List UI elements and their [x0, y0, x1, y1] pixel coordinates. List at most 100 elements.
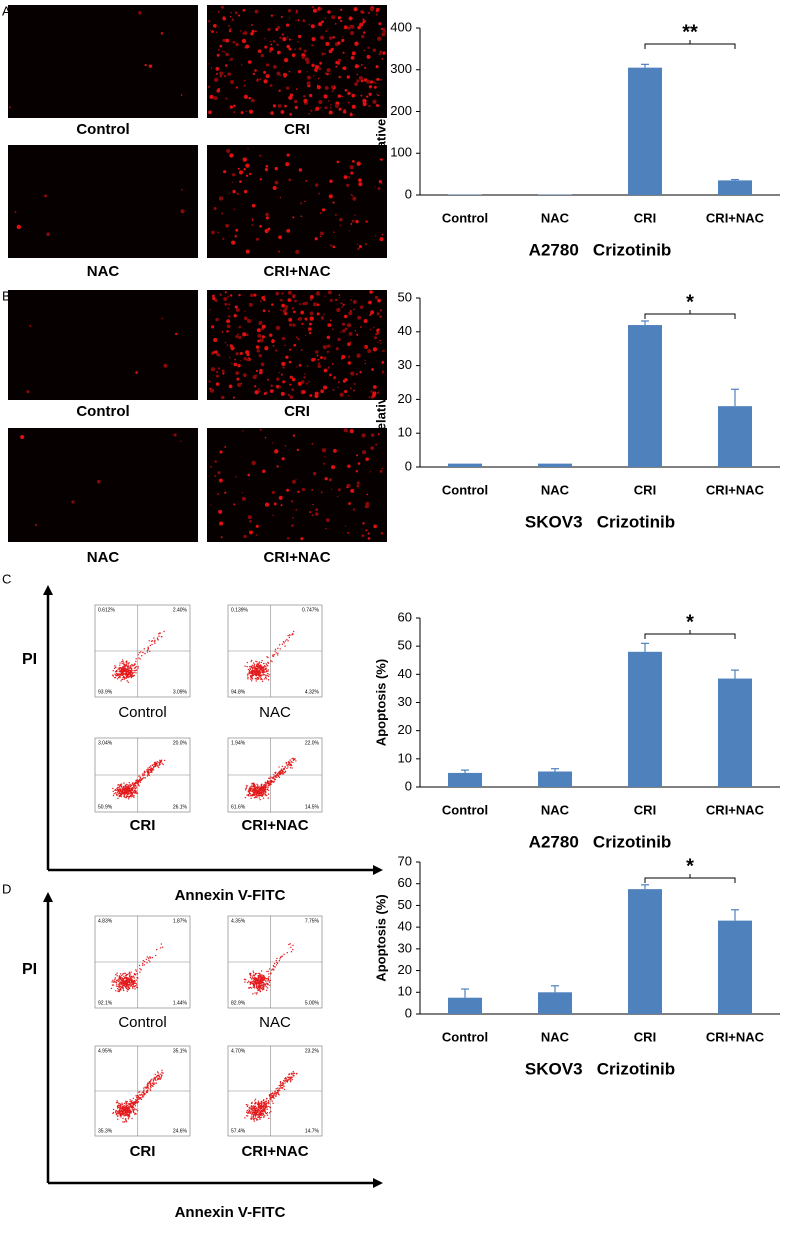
micrograph-speck [321, 52, 325, 56]
flow-event [248, 671, 250, 673]
micrograph-speck [336, 160, 340, 164]
flow-event [287, 1076, 289, 1079]
micrograph-speck [350, 309, 352, 312]
micrograph-speck [221, 50, 224, 53]
micrograph-speck [354, 214, 356, 216]
flow-event [156, 1074, 158, 1077]
micrograph-speck [365, 220, 368, 223]
flow-event [117, 1118, 119, 1120]
micrograph-speck [210, 367, 216, 372]
flow-event [130, 1105, 132, 1107]
x-axis-title: SKOV3 Crizotinib [525, 512, 675, 531]
flow-event [271, 780, 273, 783]
micrograph-speck [264, 436, 267, 439]
flow-event [289, 1078, 291, 1080]
flow-event [126, 1104, 129, 1107]
flow-event [253, 1100, 256, 1102]
micrograph-speck [369, 290, 373, 294]
micrograph-speck [288, 178, 292, 182]
flow-event [265, 1112, 268, 1115]
flow-event [124, 671, 127, 673]
flow-event [130, 793, 133, 795]
micrograph-speck [212, 296, 216, 301]
micrograph-speck [362, 18, 365, 21]
micrograph-speck [280, 15, 283, 18]
flow-event [263, 790, 266, 793]
flow-event [278, 1094, 280, 1096]
flow-event [255, 972, 258, 975]
micrograph-speck [348, 331, 353, 336]
micrograph-speck [336, 495, 339, 498]
micrograph-speck [302, 19, 306, 23]
flow-event [250, 790, 252, 792]
flow-event [112, 1112, 114, 1115]
flow-event [261, 989, 264, 991]
micrograph-speck [215, 67, 220, 71]
flow-event [269, 1096, 271, 1099]
flow-event [118, 795, 121, 798]
flow-event [287, 1079, 290, 1081]
x-axis-title: SKOV3 Crizotinib [525, 1059, 675, 1078]
micrograph-speck [217, 231, 219, 234]
micrograph-speck [213, 206, 217, 211]
flow-event [251, 678, 253, 680]
flow-event [285, 763, 288, 765]
flow-event [120, 790, 122, 793]
micrograph-speck [332, 388, 335, 391]
flow-event [141, 1096, 144, 1098]
flow-event [261, 1102, 263, 1104]
micrograph-speck [243, 94, 248, 99]
flow-event [253, 789, 255, 791]
quadrant-value: 0.612% [98, 607, 116, 613]
micrograph-speck [242, 32, 246, 35]
flow-event [127, 663, 130, 665]
micrograph-speck [26, 390, 30, 394]
micrograph-speck [210, 504, 212, 506]
flow-event [141, 1095, 144, 1097]
flow-event [263, 1110, 266, 1112]
micrograph-speck [221, 331, 224, 333]
quadrant-value: 50.9% [98, 804, 113, 810]
flow-event [129, 667, 131, 669]
flow-event [247, 668, 250, 671]
flow-event [133, 975, 135, 977]
y-tick-label: 300 [390, 61, 412, 76]
flow-event [265, 663, 267, 665]
flow-event [257, 1114, 259, 1116]
flow-event [274, 650, 276, 652]
micrograph-speck [363, 319, 368, 324]
flow-event [257, 784, 259, 787]
flow-event [146, 1084, 148, 1086]
flow-event [270, 660, 272, 662]
quadrant-value: 0.747% [302, 607, 320, 613]
flow-event [123, 663, 126, 666]
micrograph-speck [361, 450, 367, 455]
flow-event [254, 976, 256, 979]
micrograph-speck [243, 168, 246, 171]
flow-event [152, 766, 155, 769]
micrograph-speck [267, 27, 271, 32]
flow-event [118, 990, 121, 992]
micrograph-speck [351, 93, 356, 98]
flow-event [118, 786, 120, 789]
micrograph-speck [367, 46, 370, 49]
flow-event [118, 975, 121, 977]
flow-event [272, 777, 274, 779]
micrograph-speck [294, 48, 297, 51]
micrograph-speck [260, 53, 265, 58]
x-tick-label: Control [442, 482, 488, 497]
micrograph-speck [315, 508, 319, 512]
flow-event [276, 774, 278, 776]
micrograph-speck [337, 58, 342, 63]
micrograph-speck [318, 192, 321, 195]
flow-event [137, 1096, 140, 1098]
micrograph-speck [278, 372, 280, 374]
flow-event [123, 1115, 125, 1117]
micrograph-speck [331, 85, 335, 89]
micrograph-speck [369, 7, 375, 12]
flow-event [153, 769, 155, 771]
micrograph-speck [319, 61, 323, 65]
flow-event [263, 678, 266, 680]
flow-event [122, 988, 124, 990]
flow-event [150, 1079, 152, 1081]
